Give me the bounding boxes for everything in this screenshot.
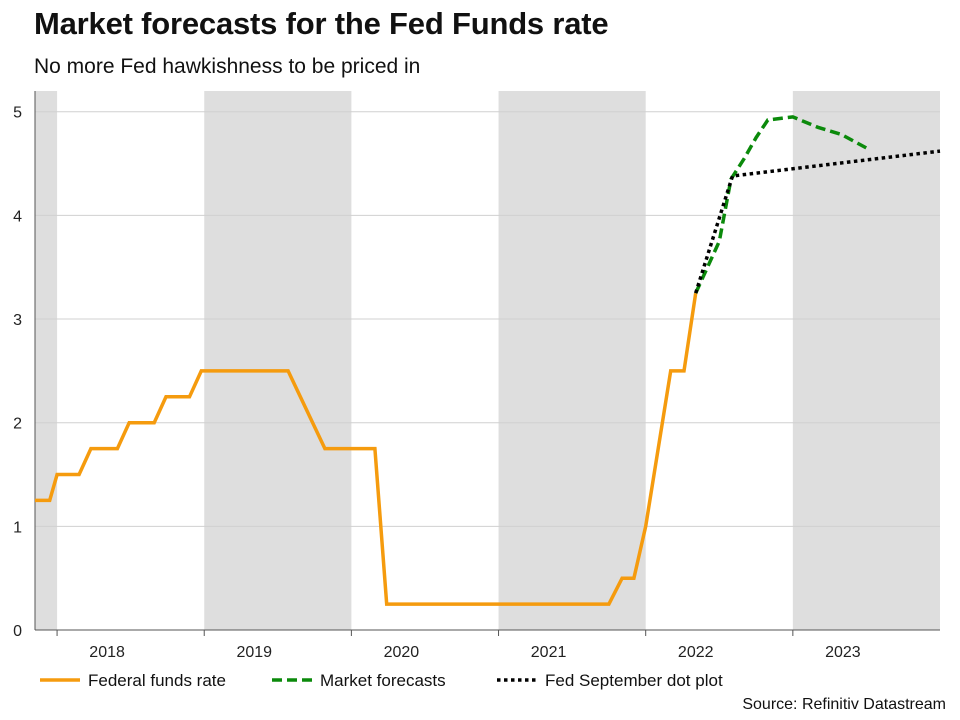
shaded-period-1: [204, 91, 352, 630]
x-axis: 2018 2019 2020 2021 2022 2023: [35, 629, 940, 661]
shaded-period-3: [792, 91, 940, 630]
legend-label: Market forecasts: [320, 671, 446, 690]
legend-label: Fed September dot plot: [545, 671, 723, 690]
federal-funds-rate-line: [35, 292, 698, 606]
legend: Federal funds rate Market forecasts Fed Se…: [40, 671, 723, 690]
shaded-period-0: [35, 91, 58, 630]
y-tick-label: 3: [13, 312, 22, 329]
y-tick-label: 5: [13, 105, 22, 122]
x-tick-label: 2019: [236, 644, 272, 661]
data-series: [35, 115, 941, 606]
x-tick-label: 2020: [384, 644, 420, 661]
y-tick-label: 1: [13, 519, 22, 536]
chart-subtitle: No more Fed hawkishness to be priced in: [34, 55, 421, 78]
y-tick-label: 2: [13, 416, 22, 433]
y-tick-label: 0: [13, 623, 22, 640]
y-tick-label: 4: [13, 208, 22, 225]
x-tick-label: 2023: [825, 644, 861, 661]
shaded-periods: [35, 91, 940, 630]
legend-label: Federal funds rate: [88, 671, 226, 690]
chart-title: Market forecasts for the Fed Funds rate: [34, 6, 609, 41]
x-tick-label: 2018: [89, 644, 125, 661]
fed-september-dot-plot-line: [694, 149, 941, 294]
x-tick-label: 2021: [531, 644, 567, 661]
y-axis-ticks: 0 1 2 3 4 5: [13, 91, 36, 640]
shaded-period-2: [498, 91, 646, 630]
gridlines: [35, 111, 940, 527]
x-tick-label: 2022: [678, 644, 714, 661]
source-note: Source: Refinitiv Datastream: [742, 696, 946, 713]
